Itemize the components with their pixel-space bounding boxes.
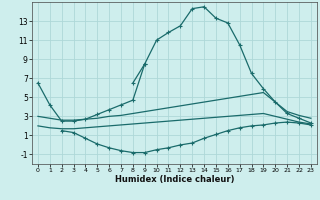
X-axis label: Humidex (Indice chaleur): Humidex (Indice chaleur)	[115, 175, 234, 184]
